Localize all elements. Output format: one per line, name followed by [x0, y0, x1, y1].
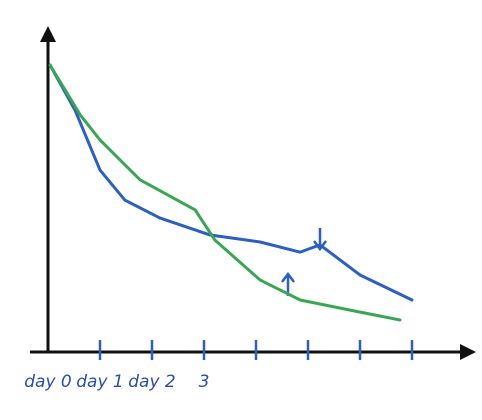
line: [48, 63, 402, 322]
x-axis-arrow: [460, 344, 476, 360]
line: [48, 63, 414, 302]
y-axis-arrow: [40, 26, 56, 42]
x-tick-label: day 0: [24, 372, 72, 392]
x-tick-label: 3: [199, 372, 210, 392]
x-tick-label: day 2: [128, 372, 176, 392]
x-tick-label: day 1: [76, 372, 124, 392]
